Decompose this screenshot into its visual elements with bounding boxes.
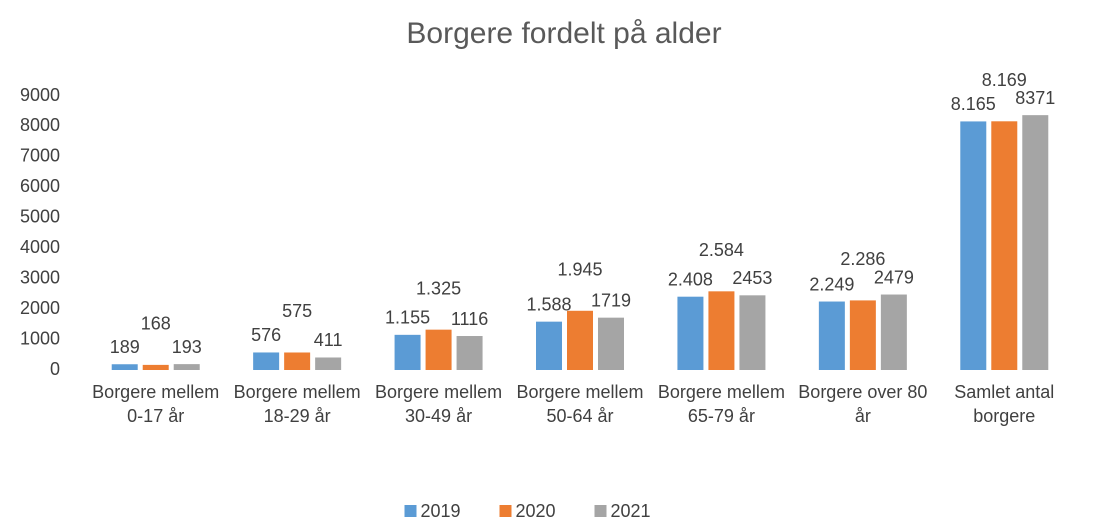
legend-swatch (404, 505, 417, 517)
y-tick-label: 4000 (20, 237, 60, 257)
legend-label: 2019 (421, 501, 461, 521)
bar (425, 329, 452, 370)
x-tick-label: Borgere mellem 0-17 år (92, 382, 220, 426)
data-label: 2.408 (668, 269, 713, 289)
y-tick-label: 2000 (20, 298, 60, 318)
bar (253, 352, 280, 370)
bar (991, 121, 1018, 370)
data-label: 2.249 (809, 274, 854, 294)
data-label: 2479 (874, 267, 914, 287)
bar (1022, 115, 1049, 370)
chart-title: Borgere fordelt på alder (406, 17, 721, 50)
data-label: 1.945 (557, 260, 602, 280)
data-label: 1.155 (385, 308, 430, 328)
data-label: 8.165 (951, 94, 996, 114)
data-label: 168 (141, 314, 171, 334)
bar (849, 300, 876, 370)
data-label: 189 (110, 337, 140, 357)
data-label: 1719 (591, 290, 631, 310)
data-label: 1.588 (526, 294, 571, 314)
x-tick-label: Samlet antal borgere (954, 382, 1055, 426)
y-tick-label: 3000 (20, 267, 60, 287)
bar (142, 364, 169, 370)
bar (315, 357, 342, 370)
legend-label: 2020 (516, 501, 556, 521)
bar (880, 294, 907, 370)
legend-swatch (594, 505, 607, 517)
data-label: 8371 (1015, 88, 1055, 108)
y-tick-label: 8000 (20, 115, 60, 135)
bar (708, 291, 735, 370)
bar (394, 334, 421, 370)
data-label: 2.584 (699, 240, 744, 260)
data-label: 2.286 (840, 249, 885, 269)
x-tick-label: Borgere mellem 50-64 år (516, 382, 644, 426)
y-tick-label: 6000 (20, 176, 60, 196)
data-label: 193 (172, 337, 202, 357)
bar (598, 317, 624, 370)
x-tick-label: Borgere mellem 18-29 år (233, 382, 361, 426)
data-label: 575 (282, 301, 312, 321)
bar (111, 364, 138, 370)
legend-swatch (499, 505, 512, 517)
x-tick-label: Borgere mellem 30-49 år (375, 382, 503, 426)
y-tick-label: 7000 (20, 146, 60, 166)
y-tick-label: 9000 (20, 85, 60, 105)
data-label: 1116 (451, 309, 488, 329)
data-label: 411 (314, 330, 343, 350)
bar (173, 364, 200, 370)
bar (677, 296, 704, 370)
x-tick-label: Borgere mellem 65-79 år (657, 382, 785, 426)
data-label: 8.169 (982, 70, 1027, 90)
y-tick-label: 1000 (20, 328, 60, 348)
bar (284, 352, 311, 370)
bar (567, 310, 593, 370)
data-label: 2453 (732, 268, 772, 288)
data-label: 576 (251, 325, 281, 345)
data-label: 1.325 (416, 278, 461, 298)
bar (456, 336, 483, 370)
legend-label: 2021 (611, 501, 651, 521)
bar (536, 321, 562, 370)
x-tick-label: Borgere over 80 år (798, 382, 928, 426)
bar (739, 295, 766, 370)
y-tick-label: 0 (50, 359, 60, 379)
y-tick-label: 5000 (20, 207, 60, 227)
bar (960, 121, 987, 370)
bar (818, 301, 845, 370)
